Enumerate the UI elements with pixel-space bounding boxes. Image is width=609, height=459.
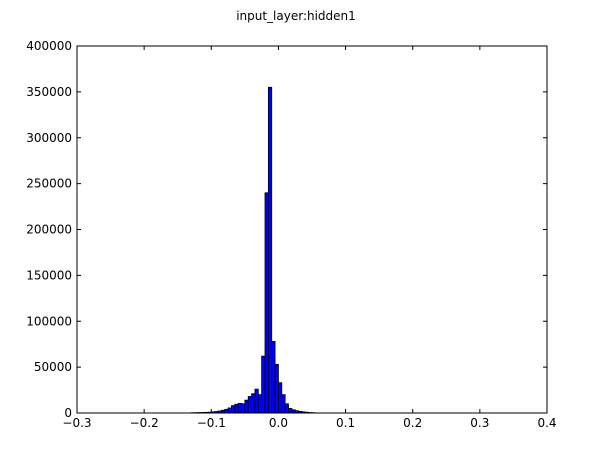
histogram-bar-27: [281, 394, 286, 414]
histogram-bar-10: [224, 408, 229, 414]
x-tick-label-3: 0.0: [269, 416, 288, 430]
histogram-bar-22: [264, 192, 269, 414]
histogram-bar-20: [257, 394, 263, 414]
x-tick-label-2: −0.1: [197, 416, 226, 430]
y-tick-label-2: 100000: [26, 314, 72, 328]
histogram-bar-19: [254, 388, 259, 414]
y-tick-label-8: 400000: [26, 39, 72, 53]
y-tick-label-5: 250000: [26, 177, 72, 191]
x-axis: −0.3 −0.2 −0.1 0.0 0.1 0.2 0.3 0.4: [62, 46, 557, 430]
histogram-bar-24: [271, 341, 276, 414]
histogram-bar-29: [288, 408, 293, 414]
x-tick-label-4: 0.1: [336, 416, 355, 430]
histogram-bar-18: [251, 393, 256, 414]
histogram-bar-11: [227, 407, 232, 414]
plot-frame: [76, 45, 548, 414]
chart-title: input_layer:hidden1: [236, 9, 356, 23]
x-tick-label-1: −0.2: [130, 416, 159, 430]
histogram-bar-12: [231, 405, 236, 414]
x-tick-label-5: 0.2: [403, 416, 422, 430]
y-tick-label-0: 0: [64, 406, 72, 420]
x-tick-label-7: 0.4: [537, 416, 556, 430]
histogram-bar-14: [237, 402, 242, 414]
y-tick-label-6: 300000: [26, 131, 72, 145]
histogram-bar-21: [261, 355, 266, 414]
histogram-bars: [190, 86, 316, 414]
histogram-bar-15: [241, 403, 246, 414]
y-tick-label-3: 150000: [26, 268, 72, 282]
histogram-bar-28: [284, 403, 289, 414]
histogram-bar-17: [247, 396, 252, 414]
y-tick-label-1: 50000: [34, 360, 72, 374]
histogram-bar-23: [267, 86, 273, 414]
histogram-bar-25: [274, 363, 279, 414]
y-tick-label-4: 200000: [26, 223, 72, 237]
y-tick-label-7: 350000: [26, 85, 72, 99]
y-axis: 0 50000 100000 150000 200000 250000 300000 3500…: [26, 39, 547, 420]
x-tick-label-6: 0.3: [470, 416, 489, 430]
histogram-bar-16: [244, 399, 249, 414]
x-tick-label-0: −0.3: [62, 416, 91, 430]
histogram-bar-13: [234, 403, 239, 414]
histogram-bar-26: [278, 382, 283, 414]
